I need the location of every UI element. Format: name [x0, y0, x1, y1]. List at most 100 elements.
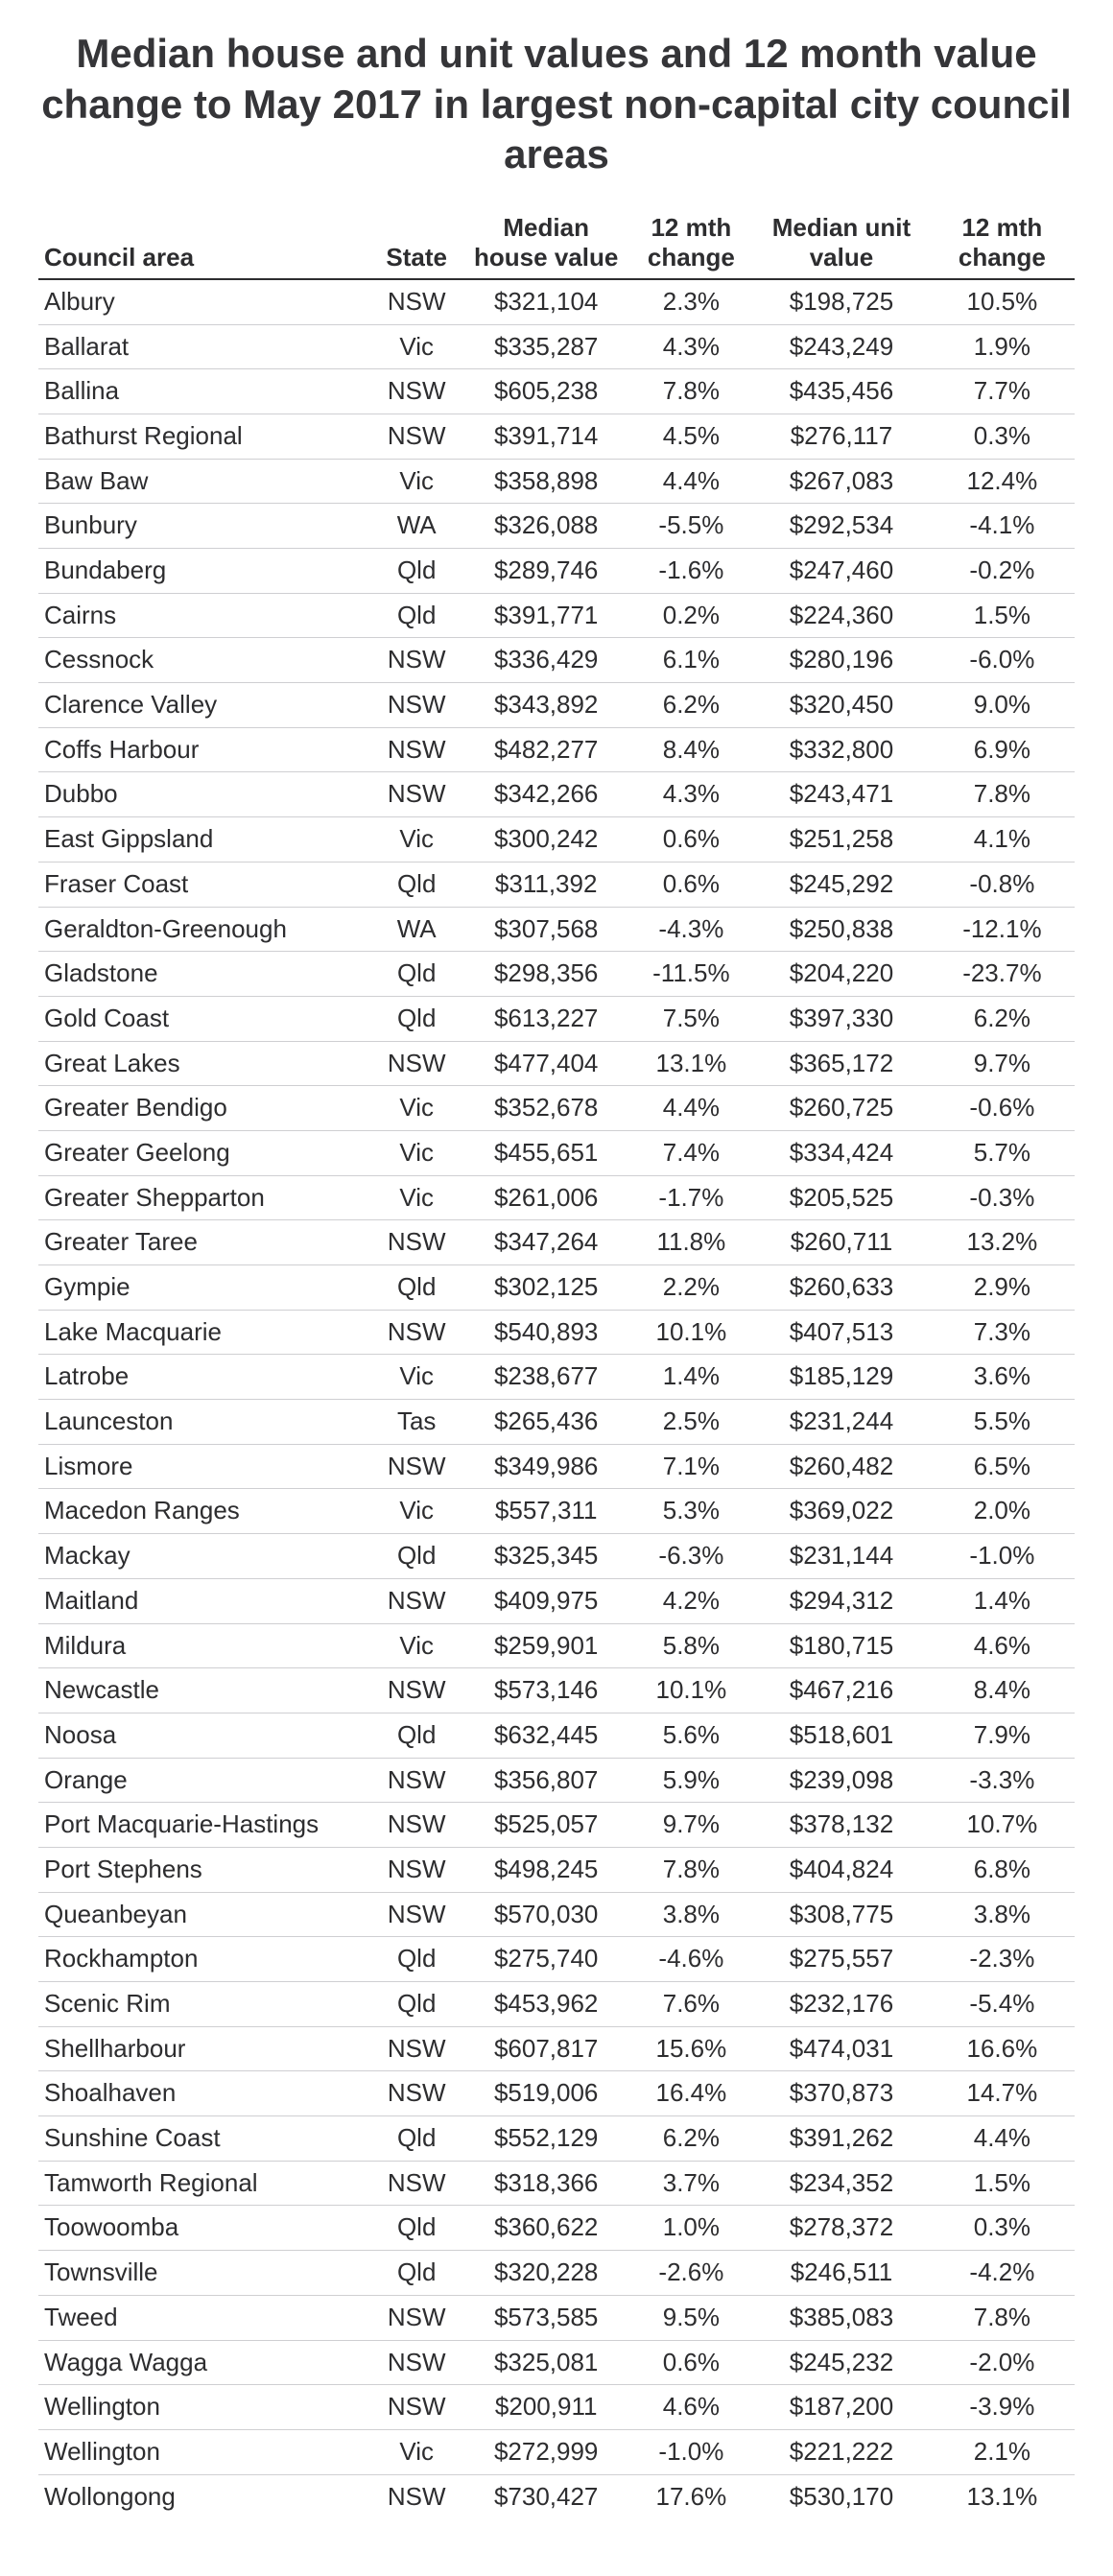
cell-area: Mildura	[38, 1623, 370, 1668]
table-row: Baw BawVic$358,8984.4%$267,08312.4%	[38, 459, 1075, 504]
cell-unit: $260,725	[753, 1086, 930, 1131]
cell-house-change: 4.2%	[629, 1578, 754, 1623]
cell-unit: $260,711	[753, 1220, 930, 1265]
cell-area: Wellington	[38, 2429, 370, 2474]
cell-house-change: 3.8%	[629, 1892, 754, 1937]
cell-unit-change: -0.2%	[930, 549, 1075, 594]
cell-unit: $251,258	[753, 817, 930, 863]
table-row: Sunshine CoastQld$552,1296.2%$391,2624.4…	[38, 2116, 1075, 2162]
cell-state: NSW	[370, 2026, 463, 2071]
cell-unit: $260,482	[753, 1444, 930, 1489]
cell-unit: $221,222	[753, 2429, 930, 2474]
cell-house-change: 6.1%	[629, 638, 754, 683]
table-row: Macedon RangesVic$557,3115.3%$369,0222.0…	[38, 1489, 1075, 1534]
cell-house: $265,436	[463, 1400, 629, 1445]
cell-house: $360,622	[463, 2206, 629, 2251]
cell-unit: $320,450	[753, 683, 930, 728]
table-row: BundabergQld$289,746-1.6%$247,460-0.2%	[38, 549, 1075, 594]
col-header-area: Council area	[38, 209, 370, 279]
table-row: MaitlandNSW$409,9754.2%$294,3121.4%	[38, 1578, 1075, 1623]
cell-house: $525,057	[463, 1803, 629, 1848]
cell-area: Toowoomba	[38, 2206, 370, 2251]
cell-unit: $239,098	[753, 1758, 930, 1803]
cell-unit: $332,800	[753, 727, 930, 772]
cell-house: $557,311	[463, 1489, 629, 1534]
cell-house-change: 10.1%	[629, 1668, 754, 1713]
cell-unit: $275,557	[753, 1937, 930, 1982]
cell-state: WA	[370, 907, 463, 952]
cell-unit: $260,633	[753, 1265, 930, 1311]
table-row: WollongongNSW$730,42717.6%$530,17013.1%	[38, 2474, 1075, 2518]
table-row: ShellharbourNSW$607,81715.6%$474,03116.6…	[38, 2026, 1075, 2071]
table-row: Coffs HarbourNSW$482,2778.4%$332,8006.9%	[38, 727, 1075, 772]
cell-unit: $518,601	[753, 1713, 930, 1758]
cell-area: East Gippsland	[38, 817, 370, 863]
cell-state: NSW	[370, 414, 463, 459]
cell-house: $272,999	[463, 2429, 629, 2474]
cell-house: $261,006	[463, 1175, 629, 1220]
cell-unit: $180,715	[753, 1623, 930, 1668]
cell-state: NSW	[370, 1041, 463, 1086]
cell-state: Qld	[370, 1937, 463, 1982]
cell-unit: $250,838	[753, 907, 930, 952]
cell-house-change: 0.2%	[629, 593, 754, 638]
cell-house: $540,893	[463, 1310, 629, 1355]
cell-unit-change: 13.2%	[930, 1220, 1075, 1265]
table-row: CessnockNSW$336,4296.1%$280,196-6.0%	[38, 638, 1075, 683]
cell-house-change: 10.1%	[629, 1310, 754, 1355]
cell-house-change: 9.7%	[629, 1803, 754, 1848]
cell-house: $391,714	[463, 414, 629, 459]
cell-state: NSW	[370, 772, 463, 817]
cell-unit-change: 9.7%	[930, 1041, 1075, 1086]
cell-unit-change: 6.5%	[930, 1444, 1075, 1489]
cell-unit-change: -0.8%	[930, 862, 1075, 907]
table-row: LismoreNSW$349,9867.1%$260,4826.5%	[38, 1444, 1075, 1489]
cell-area: Sunshine Coast	[38, 2116, 370, 2162]
cell-unit-change: 3.8%	[930, 1892, 1075, 1937]
cell-unit-change: 6.2%	[930, 996, 1075, 1041]
cell-unit-change: 13.1%	[930, 2474, 1075, 2518]
cell-state: Qld	[370, 2206, 463, 2251]
cell-house-change: 9.5%	[629, 2295, 754, 2340]
cell-house-change: 7.6%	[629, 1982, 754, 2027]
cell-area: Greater Bendigo	[38, 1086, 370, 1131]
cell-area: Lismore	[38, 1444, 370, 1489]
cell-unit-change: 1.5%	[930, 2161, 1075, 2206]
cell-state: Qld	[370, 2251, 463, 2296]
cell-unit: $231,244	[753, 1400, 930, 1445]
cell-area: Baw Baw	[38, 459, 370, 504]
cell-area: Bundaberg	[38, 549, 370, 594]
cell-house-change: 13.1%	[629, 1041, 754, 1086]
cell-unit: $224,360	[753, 593, 930, 638]
cell-house: $519,006	[463, 2071, 629, 2116]
cell-house: $607,817	[463, 2026, 629, 2071]
cell-house: $498,245	[463, 1847, 629, 1892]
cell-area: Wellington	[38, 2385, 370, 2430]
cell-unit: $385,083	[753, 2295, 930, 2340]
cell-unit-change: 1.4%	[930, 1578, 1075, 1623]
cell-state: Qld	[370, 1982, 463, 2027]
cell-house-change: 4.6%	[629, 2385, 754, 2430]
cell-house-change: -11.5%	[629, 952, 754, 997]
cell-state: NSW	[370, 369, 463, 414]
cell-unit: $234,352	[753, 2161, 930, 2206]
cell-house-change: 6.2%	[629, 683, 754, 728]
cell-state: NSW	[370, 2295, 463, 2340]
cell-unit-change: -6.0%	[930, 638, 1075, 683]
table-row: Great LakesNSW$477,40413.1%$365,1729.7%	[38, 1041, 1075, 1086]
table-row: Tamworth RegionalNSW$318,3663.7%$234,352…	[38, 2161, 1075, 2206]
cell-area: Cairns	[38, 593, 370, 638]
table-row: DubboNSW$342,2664.3%$243,4717.8%	[38, 772, 1075, 817]
cell-unit-change: -23.7%	[930, 952, 1075, 997]
cell-house: $632,445	[463, 1713, 629, 1758]
cell-unit-change: 6.9%	[930, 727, 1075, 772]
cell-area: Great Lakes	[38, 1041, 370, 1086]
col-header-state: State	[370, 209, 463, 279]
cell-house: $326,088	[463, 504, 629, 549]
cell-area: Shoalhaven	[38, 2071, 370, 2116]
cell-house-change: 7.4%	[629, 1130, 754, 1175]
cell-area: Rockhampton	[38, 1937, 370, 1982]
cell-state: Vic	[370, 1130, 463, 1175]
cell-house: $259,901	[463, 1623, 629, 1668]
cell-unit: $245,232	[753, 2340, 930, 2385]
